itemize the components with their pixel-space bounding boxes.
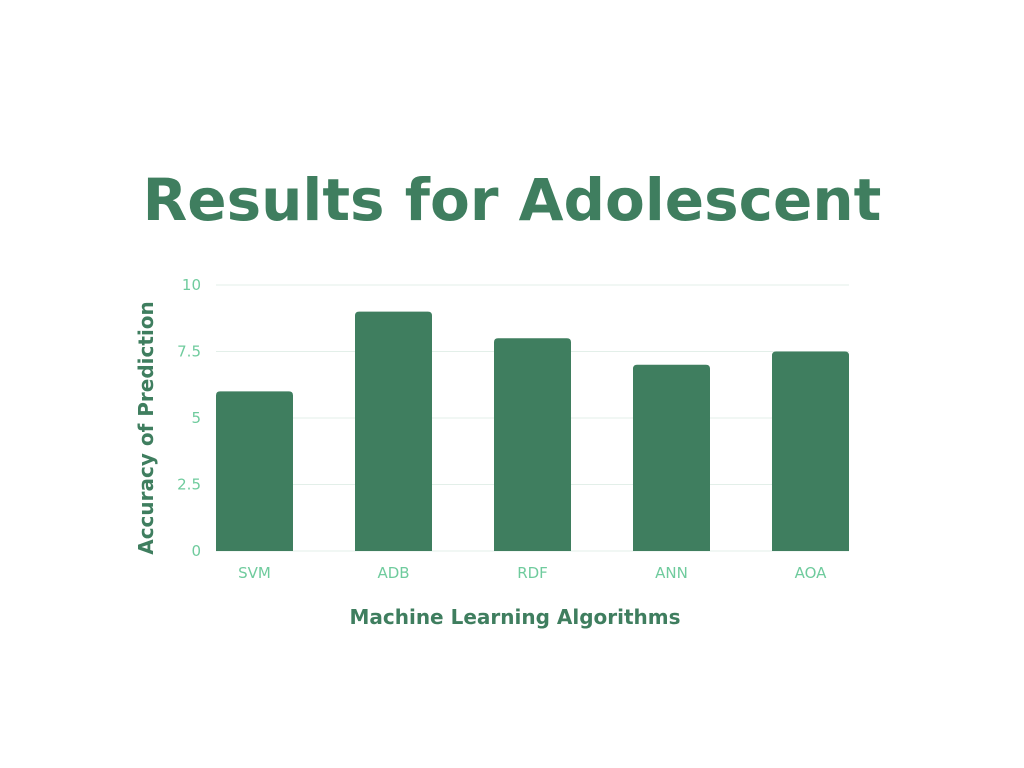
chart-title: Results for Adolescent <box>142 166 882 234</box>
x-tick-label: SVM <box>238 564 271 582</box>
bar-aoa <box>772 351 849 551</box>
y-tick-labels: 0 2.5 5 7.5 10 <box>177 276 201 560</box>
x-tick-labels: SVM ADB RDF ANN AOA <box>238 564 827 582</box>
y-tick-label: 5 <box>191 409 201 427</box>
bar-adb <box>355 311 432 551</box>
bars <box>216 311 849 551</box>
x-tick-label: ADB <box>377 564 409 582</box>
bar-rdf <box>494 338 571 551</box>
y-tick-label: 10 <box>182 276 201 294</box>
y-tick-label: 7.5 <box>177 343 201 361</box>
x-tick-label: AOA <box>795 564 828 582</box>
y-axis-title: Accuracy of Prediction <box>134 301 158 555</box>
bar-svm <box>216 391 293 551</box>
x-tick-label: ANN <box>655 564 688 582</box>
y-tick-label: 0 <box>191 542 201 560</box>
y-tick-label: 2.5 <box>177 476 201 494</box>
x-tick-label: RDF <box>517 564 548 582</box>
bar-ann <box>633 364 710 551</box>
x-axis-title: Machine Learning Algorithms <box>349 605 680 629</box>
